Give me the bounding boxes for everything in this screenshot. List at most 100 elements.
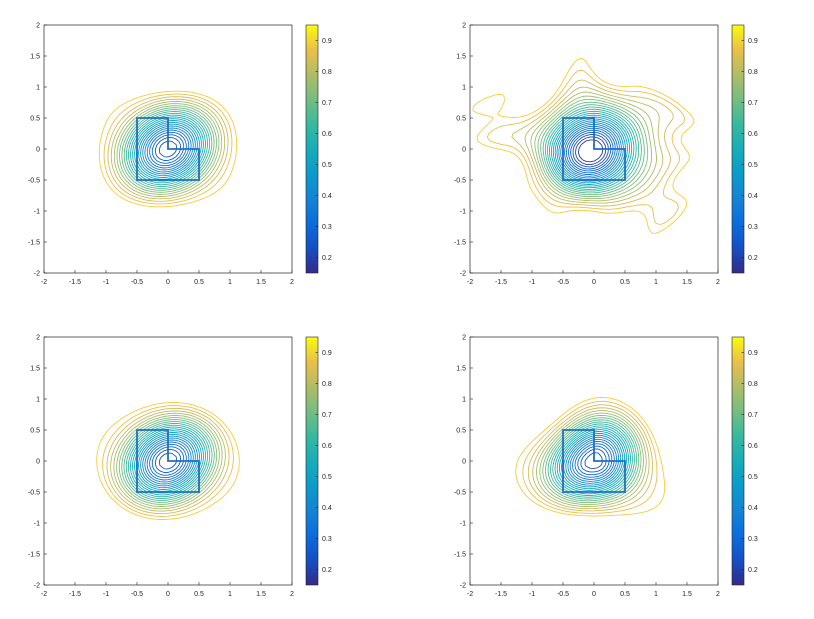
contour-level-line bbox=[158, 140, 178, 158]
colorbar-tick-label: 0.9 bbox=[322, 38, 332, 45]
y-tick-label: -1 bbox=[460, 521, 466, 528]
y-tick-label: 0 bbox=[462, 147, 466, 154]
contour-level-line bbox=[542, 104, 642, 194]
colorbar-tick-label: 0.2 bbox=[322, 567, 332, 574]
contour-level-line bbox=[535, 410, 647, 508]
contour-level-line bbox=[151, 446, 185, 476]
colorbar-tick-label: 0.2 bbox=[748, 567, 758, 574]
contour-panel-bottom-left: -2 -1.5 -1 -0.5 0 0.5 1 1.5 2 2 1.5 1 0.5 0 -0.5 -1 -1.5… bbox=[0, 312, 388, 617]
contour-level-line bbox=[149, 131, 187, 167]
colorbar-tick-label: 0.7 bbox=[748, 100, 758, 107]
x-tick-label: -1.5 bbox=[69, 591, 81, 598]
contour-level-line bbox=[472, 58, 695, 234]
contour-level-line bbox=[146, 129, 190, 169]
y-tick-label: 1.5 bbox=[456, 54, 466, 61]
contour-plot: -2 -1.5 -1 -0.5 0 0.5 1 1.5 2 2 1.5 1 0.5 0 -0.5 -1 -1.5… bbox=[454, 335, 758, 599]
x-tick-label: 1 bbox=[654, 591, 658, 598]
y-tick-label: 1 bbox=[36, 397, 40, 404]
colorbar bbox=[731, 24, 745, 274]
contour-level-line bbox=[144, 439, 192, 483]
x-tick-label: 1.5 bbox=[682, 279, 692, 286]
contour-level-line bbox=[534, 95, 653, 200]
y-tick-label: -2 bbox=[34, 583, 40, 590]
y-tick-label: -1 bbox=[34, 521, 40, 528]
x-tick-label: -2 bbox=[467, 279, 473, 286]
colorbar-tick-label: 0.7 bbox=[322, 412, 332, 419]
colorbar-tick-label: 0.8 bbox=[322, 381, 332, 388]
l-shape-outline bbox=[562, 117, 626, 181]
contour-level-line bbox=[146, 441, 190, 481]
l-shape-outline bbox=[562, 429, 626, 493]
contour-level-line bbox=[524, 86, 664, 204]
contour-level-line bbox=[144, 127, 192, 171]
colorbar-tick-label: 0.7 bbox=[322, 100, 332, 107]
contour-level-line bbox=[110, 98, 226, 200]
x-tick-label: -1.5 bbox=[69, 279, 81, 286]
colorbar-tick-label: 0.5 bbox=[748, 162, 758, 169]
y-tick-label: 0 bbox=[36, 459, 40, 466]
x-tick-label: 0 bbox=[592, 591, 596, 598]
colorbar-tick-label: 0.2 bbox=[748, 255, 758, 262]
contour-level-line bbox=[545, 417, 640, 502]
contour-level-line bbox=[158, 452, 178, 470]
contour-level-line bbox=[96, 402, 240, 520]
colorbar-tick-label: 0.3 bbox=[322, 536, 332, 543]
x-tick-label: -0.5 bbox=[131, 279, 143, 286]
y-tick-label: 0 bbox=[462, 459, 466, 466]
contour-level-line bbox=[558, 120, 624, 181]
contour-level-line bbox=[102, 405, 234, 517]
contour-level-line bbox=[142, 437, 194, 485]
contour-level-line bbox=[572, 440, 615, 480]
y-tick-label: 0.5 bbox=[30, 428, 40, 435]
contour-level-line bbox=[552, 114, 630, 185]
contour-level-line bbox=[149, 443, 187, 479]
x-tick-label: 0.5 bbox=[194, 279, 204, 286]
x-tick-label: 1.5 bbox=[256, 591, 266, 598]
y-tick-label: -1 bbox=[460, 209, 466, 216]
y-tick-label: -2 bbox=[34, 271, 40, 278]
x-tick-label: 0 bbox=[166, 591, 170, 598]
colorbar-tick-label: 0.4 bbox=[322, 505, 332, 512]
contour-lines bbox=[515, 396, 666, 517]
contour-level-line bbox=[572, 134, 609, 168]
contour-level-line bbox=[136, 432, 200, 490]
y-tick-label: -2 bbox=[460, 271, 466, 278]
colorbar-tick-label: 0.5 bbox=[322, 162, 332, 169]
contour-level-line bbox=[103, 93, 233, 205]
y-tick-label: -0.5 bbox=[28, 178, 40, 185]
colorbar-tick-label: 0.3 bbox=[322, 224, 332, 231]
contour-plot: -2 -1.5 -1 -0.5 0 0.5 1 1.5 2 2 1.5 1 0.5 0 -0.5 -1 -1.5… bbox=[28, 335, 332, 599]
contour-level-line bbox=[116, 103, 220, 195]
contour-level-line bbox=[547, 108, 637, 190]
contour-level-line bbox=[550, 421, 635, 498]
x-tick-label: -1 bbox=[529, 591, 535, 598]
y-tick-label: -1.5 bbox=[454, 552, 466, 559]
contour-level-line bbox=[522, 400, 658, 514]
y-tick-label: 1 bbox=[462, 85, 466, 92]
x-tick-label: 2 bbox=[716, 591, 720, 598]
x-tick-label: -1 bbox=[529, 279, 535, 286]
contour-level-line bbox=[123, 109, 213, 189]
y-tick-label: 2 bbox=[36, 335, 40, 342]
contour-level-line bbox=[113, 412, 223, 510]
contour-level-line bbox=[515, 396, 666, 517]
l-shape-outline bbox=[136, 117, 200, 181]
contour-level-line bbox=[561, 431, 626, 490]
y-tick-label: -0.5 bbox=[454, 178, 466, 185]
y-tick-label: -1.5 bbox=[454, 240, 466, 247]
contour-level-line bbox=[121, 107, 215, 191]
colorbar-tick-label: 0.4 bbox=[748, 505, 758, 512]
contour-level-line bbox=[127, 424, 209, 498]
contour-level-line bbox=[537, 98, 649, 198]
colorbar-tick-label: 0.9 bbox=[748, 350, 758, 357]
colorbar bbox=[731, 336, 745, 586]
y-tick-label: 0.5 bbox=[30, 116, 40, 123]
contour-level-line bbox=[121, 419, 215, 503]
contour-level-line bbox=[539, 412, 644, 506]
contour-level-line bbox=[98, 90, 238, 208]
y-tick-label: 0.5 bbox=[456, 428, 466, 435]
y-tick-label: 2 bbox=[462, 23, 466, 30]
y-tick-label: 1 bbox=[36, 85, 40, 92]
x-tick-label: 2 bbox=[290, 591, 294, 598]
contour-level-line bbox=[151, 134, 185, 164]
